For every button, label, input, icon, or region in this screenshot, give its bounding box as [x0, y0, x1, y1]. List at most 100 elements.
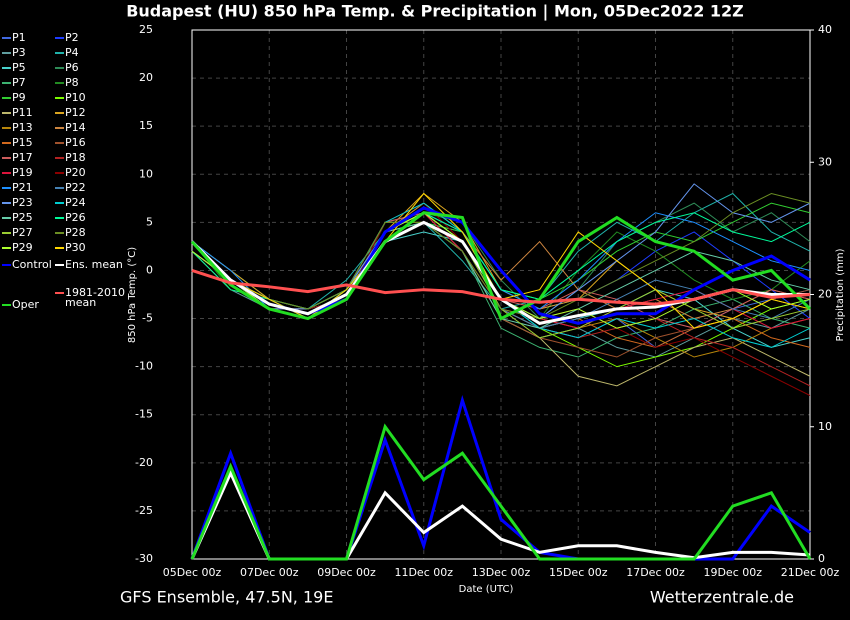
x-tick-label: 05Dec 00z	[163, 566, 222, 579]
legend-label: P22	[65, 181, 86, 194]
legend-entry: P8	[55, 77, 79, 88]
legend-entry: P10	[55, 91, 86, 104]
footer-left: GFS Ensemble, 47.5N, 19E	[120, 588, 333, 607]
legend-swatch	[55, 37, 64, 39]
legend-entry: P24	[55, 197, 86, 208]
x-tick-label: 11Dec 00z	[394, 566, 453, 579]
legend-entry: P21	[2, 181, 33, 194]
legend-label: P12	[65, 106, 86, 119]
legend-entry: P1	[2, 31, 26, 44]
y-axis-label: 850 hPa Temp. (°C)	[127, 247, 138, 343]
legend-label: P23	[12, 196, 33, 209]
y-tick-label: -5	[142, 312, 153, 325]
legend-label: P19	[12, 166, 33, 179]
y-tick-label: -15	[135, 408, 153, 421]
legend-entry: P3	[2, 46, 26, 59]
legend-swatch	[55, 97, 64, 99]
legend-swatch	[55, 217, 64, 219]
legend-swatch	[2, 232, 11, 234]
precip-line	[190, 423, 812, 561]
legend-label: P21	[12, 181, 33, 194]
legend-label: P3	[12, 46, 26, 59]
footer-right: Wetterzentrale.de	[650, 588, 794, 607]
legend-entry: P17	[2, 152, 33, 163]
legend-label: P18	[65, 151, 86, 164]
legend-label: P1	[12, 31, 26, 44]
legend-entry: P25	[2, 211, 33, 224]
legend-entry: P12	[55, 106, 86, 119]
legend-swatch	[2, 142, 11, 144]
legend-swatch	[55, 202, 64, 204]
legend-swatch	[55, 172, 64, 174]
legend-entry: P16	[55, 136, 86, 149]
legend-label: P26	[65, 211, 86, 224]
legend-swatch	[2, 52, 11, 54]
y2-axis-label: Precipitation (mm)	[835, 248, 846, 341]
legend-entry: P28	[55, 227, 86, 238]
legend-entry: P13	[2, 121, 33, 134]
legend-swatch	[2, 264, 11, 266]
y2-tick-label: 40	[818, 23, 832, 36]
legend-label: P10	[65, 91, 86, 104]
legend-label: P4	[65, 46, 79, 59]
legend-swatch	[2, 217, 11, 219]
legend-swatch	[55, 127, 64, 129]
legend-entry: 1981-2010 mean	[55, 286, 127, 309]
legend-entry: P27	[2, 226, 33, 239]
legend-swatch	[55, 247, 64, 249]
legend-label: Ens. mean	[65, 258, 123, 271]
legend-swatch	[55, 232, 64, 234]
y2-tick-label: 0	[818, 552, 825, 565]
x-tick-label: 19Dec 00z	[703, 566, 762, 579]
legend-entry: P11	[2, 106, 33, 119]
legend-swatch	[2, 304, 11, 306]
legend-swatch	[55, 292, 64, 294]
y2-tick-label: 20	[818, 288, 832, 301]
y-tick-label: 0	[146, 263, 153, 276]
y-tick-label: 25	[139, 23, 153, 36]
legend-label: P16	[65, 136, 86, 149]
legend-entry: P29	[2, 241, 33, 254]
legend-swatch	[55, 112, 64, 114]
legend-entry: P26	[55, 211, 86, 224]
y-tick-label: 15	[139, 119, 153, 132]
legend-label: P6	[65, 61, 79, 74]
legend-entry: P6	[55, 61, 79, 74]
y2-tick-label: 30	[818, 155, 832, 168]
temp-line	[190, 211, 812, 321]
temp-line	[191, 269, 811, 306]
legend-label: P13	[12, 121, 33, 134]
legend-swatch	[2, 37, 11, 39]
x-tick-label: 07Dec 00z	[240, 566, 299, 579]
legend-entry: P22	[55, 181, 86, 194]
legend-entry: P9	[2, 92, 26, 103]
legend-label: P29	[12, 241, 33, 254]
legend-label: P27	[12, 226, 33, 239]
legend-swatch	[2, 127, 11, 129]
legend-entry: P20	[55, 167, 86, 178]
legend-label: P25	[12, 211, 33, 224]
legend-label: P15	[12, 136, 33, 149]
y-tick-label: 20	[139, 71, 153, 84]
legend-entry: P30	[55, 242, 86, 253]
legend-label: 1981-2010 mean	[65, 286, 125, 309]
legend-entry: P19	[2, 166, 33, 179]
legend-swatch	[55, 142, 64, 144]
y-tick-label: -20	[135, 456, 153, 469]
y-tick-label: -25	[135, 504, 153, 517]
y-tick-label: 10	[139, 167, 153, 180]
legend-swatch	[55, 52, 64, 54]
temp-line	[191, 192, 811, 320]
y-tick-label: 5	[146, 215, 153, 228]
legend-entry: Control	[2, 259, 52, 270]
legend-swatch	[2, 187, 11, 189]
legend-swatch	[2, 112, 11, 114]
legend-label: P11	[12, 106, 33, 119]
legend-swatch	[55, 187, 64, 189]
legend-swatch	[2, 157, 11, 159]
legend-entry: P5	[2, 62, 26, 73]
y2-tick-label: 10	[818, 420, 832, 433]
legend-entry: P14	[55, 122, 86, 133]
